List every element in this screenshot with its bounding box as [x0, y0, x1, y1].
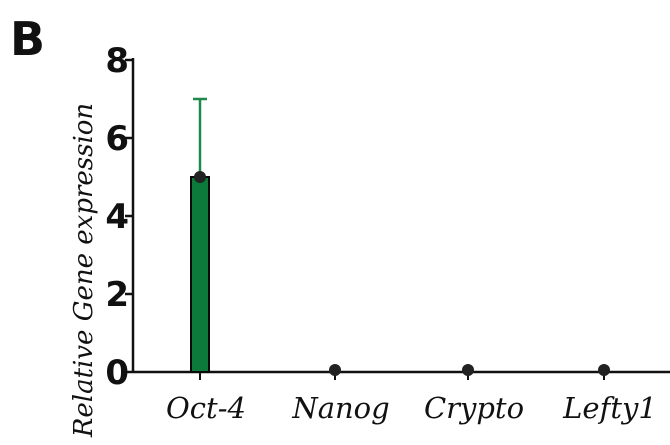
y-axis-label: Relative Gene expression — [69, 103, 99, 438]
y-tick-label: 4 — [105, 197, 129, 237]
panel-label: B — [10, 12, 45, 66]
x-tick-label: Lefty1 — [562, 391, 657, 425]
data-point — [329, 364, 341, 376]
y-tick-label: 6 — [105, 119, 129, 159]
y-ticks: 0 2 4 6 8 — [105, 41, 133, 393]
x-tick-label: Oct-4 — [166, 391, 246, 425]
data-point — [194, 171, 206, 183]
axes — [131, 58, 670, 374]
data-point — [598, 364, 610, 376]
data-point — [462, 364, 474, 376]
y-tick-label: 8 — [105, 41, 129, 81]
x-tick-labels: Oct-4 Nanog Crypto Lefty1 — [166, 391, 657, 425]
bar — [190, 176, 210, 373]
y-tick-label: 2 — [105, 275, 129, 315]
x-tick-label: Nanog — [291, 391, 389, 425]
bars — [190, 97, 610, 380]
x-tick-label: Crypto — [424, 391, 524, 425]
y-tick-label: 0 — [105, 353, 129, 393]
